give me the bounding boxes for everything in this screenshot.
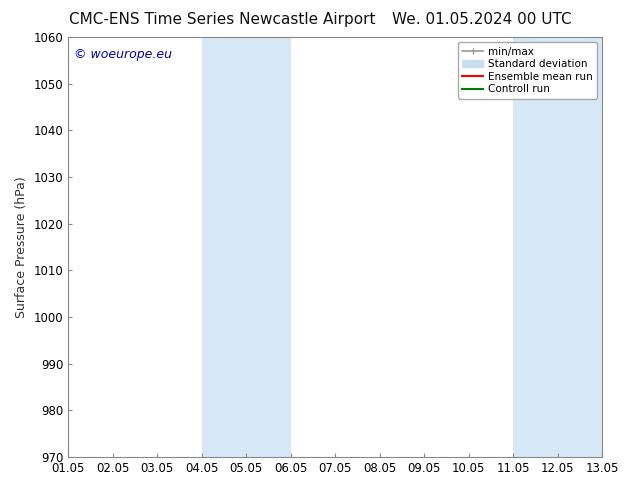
Bar bbox=[514, 37, 602, 457]
Text: CMC-ENS Time Series Newcastle Airport: CMC-ENS Time Series Newcastle Airport bbox=[68, 12, 375, 27]
Legend: min/max, Standard deviation, Ensemble mean run, Controll run: min/max, Standard deviation, Ensemble me… bbox=[458, 42, 597, 98]
Text: We. 01.05.2024 00 UTC: We. 01.05.2024 00 UTC bbox=[392, 12, 572, 27]
Text: © woeurope.eu: © woeurope.eu bbox=[74, 48, 172, 61]
Y-axis label: Surface Pressure (hPa): Surface Pressure (hPa) bbox=[15, 176, 28, 318]
Bar bbox=[202, 37, 291, 457]
